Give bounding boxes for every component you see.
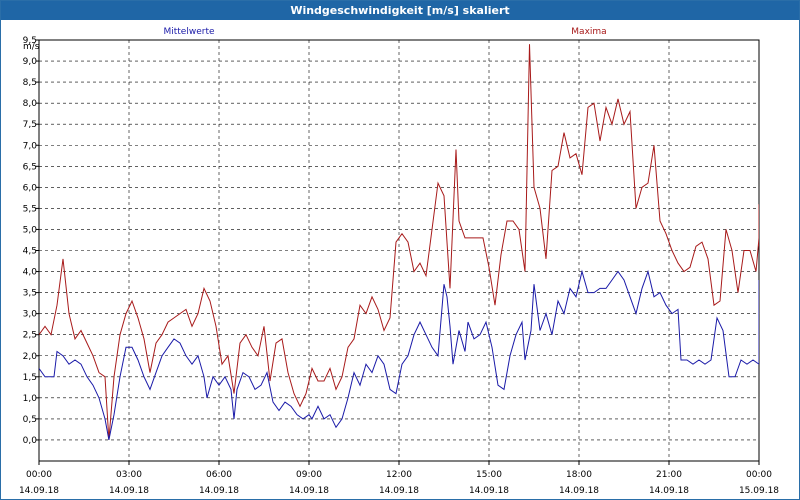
x-tick-date: 14.09.18 [559, 486, 599, 496]
x-tick-date: 15.09.18 [739, 486, 779, 496]
x-tick-time: 06:00 [206, 470, 232, 480]
y-tick-label: 4,0 [23, 268, 38, 278]
y-tick-label: 2,5 [23, 331, 37, 341]
x-tick-time: 00:00 [746, 470, 772, 480]
y-tick-label: 0,5 [23, 415, 37, 425]
legend-maxima: Maxima [571, 27, 606, 37]
x-tick-time: 03:00 [116, 470, 142, 480]
x-tick-time: 12:00 [386, 470, 412, 480]
series-line-maxima [39, 44, 759, 440]
y-tick-label: 1,5 [23, 373, 37, 383]
legend-mittelwerte: Mittelwerte [163, 27, 214, 37]
x-tick-time: 09:00 [296, 470, 322, 480]
y-tick-label: 3,5 [23, 289, 37, 299]
x-tick-date: 14.09.18 [289, 486, 329, 496]
y-tick-label: 6,5 [23, 162, 37, 172]
y-tick-label: 7,5 [23, 120, 37, 130]
window-title: Windgeschwindigkeit [m/s] skaliert [1, 1, 799, 20]
y-tick-label: 6,0 [23, 183, 38, 193]
y-tick-label: 9,0 [23, 57, 38, 67]
y-tick-label: 1,0 [23, 394, 38, 404]
x-tick-time: 00:00 [26, 470, 52, 480]
y-tick-label: 9,5 [23, 36, 37, 46]
y-axis-unit: m/s [23, 42, 40, 52]
x-tick-date: 14.09.18 [649, 486, 689, 496]
x-tick-date: 14.09.18 [469, 486, 509, 496]
x-tick-time: 15:00 [476, 470, 502, 480]
y-tick-label: 5,5 [23, 204, 37, 214]
y-tick-label: 8,5 [23, 78, 37, 88]
x-tick-date: 14.09.18 [19, 486, 59, 496]
x-tick-date: 14.09.18 [379, 486, 419, 496]
y-tick-label: 5,0 [23, 225, 38, 235]
y-tick-label: 4,5 [23, 247, 37, 257]
y-tick-label: 2,0 [23, 352, 38, 362]
y-tick-label: 0,0 [23, 436, 38, 446]
x-tick-date: 14.09.18 [109, 486, 149, 496]
x-tick-time: 18:00 [566, 470, 592, 480]
x-tick-time: 21:00 [656, 470, 682, 480]
series-line-mittelwerte [39, 269, 759, 440]
y-tick-label: 3,0 [23, 310, 38, 320]
y-tick-label: 7,0 [23, 141, 38, 151]
y-tick-label: 8,0 [23, 99, 38, 109]
x-tick-date: 14.09.18 [199, 486, 239, 496]
